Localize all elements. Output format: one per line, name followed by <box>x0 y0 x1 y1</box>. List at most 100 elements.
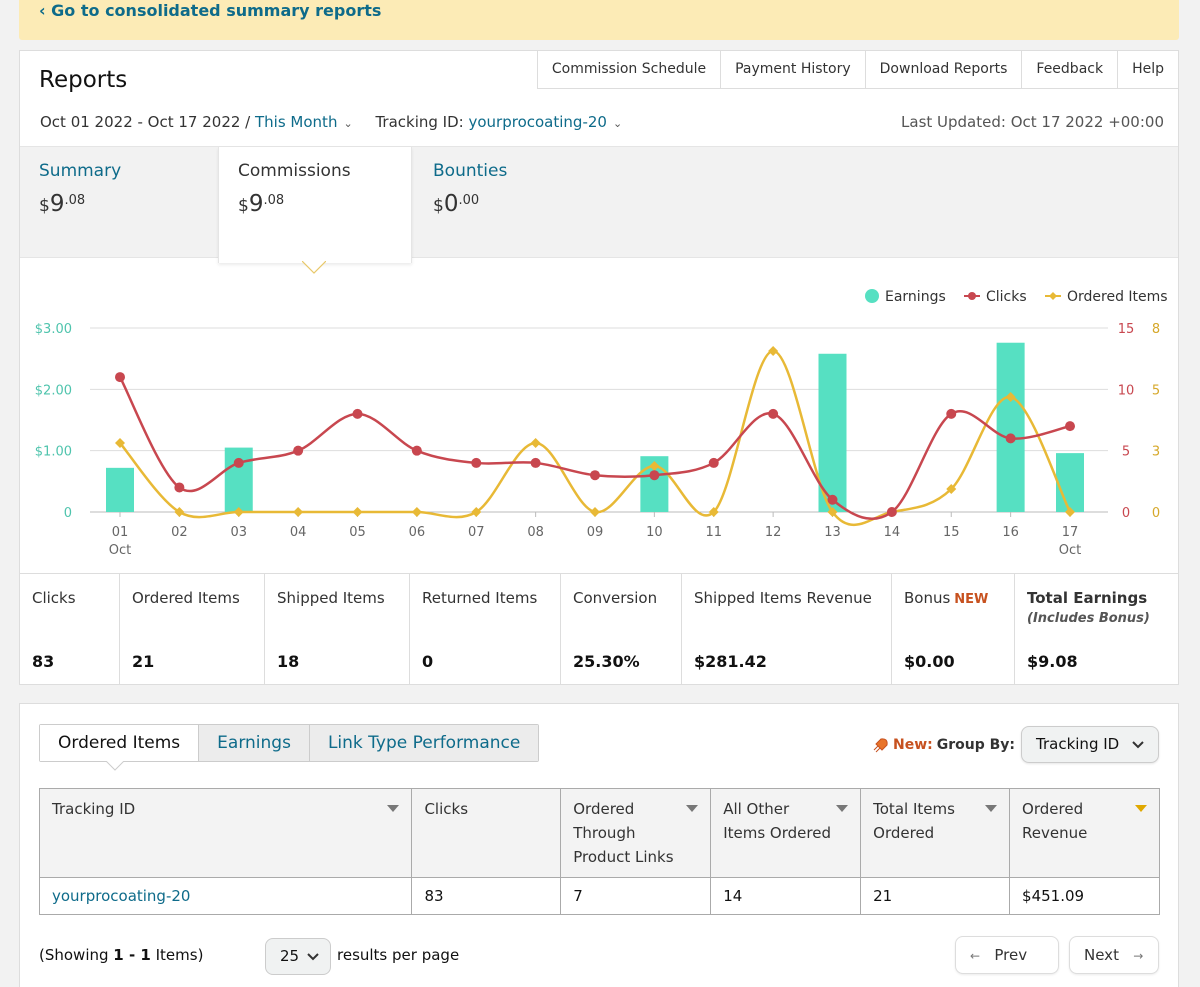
clicks-point <box>768 408 779 419</box>
x-tick-label: 14 <box>884 525 901 540</box>
tab-amount: $9.08 <box>238 191 392 217</box>
help-link[interactable]: Help <box>1117 51 1178 89</box>
tab-bounties[interactable]: Bounties $0.00 <box>414 147 614 259</box>
sort-icon[interactable] <box>686 805 699 812</box>
new-label: New: <box>892 736 933 753</box>
column-label: Total Items Ordered <box>873 800 955 842</box>
earnings-bar <box>996 342 1025 512</box>
tracking-id-selector[interactable]: yourprocoating-20 <box>468 113 607 131</box>
table-header-row: Tracking ID Clicks Ordered Through Produ… <box>38 788 1160 878</box>
sort-icon[interactable] <box>387 805 400 812</box>
download-reports-link[interactable]: Download Reports <box>864 51 1022 89</box>
legend-earnings-label: Earnings <box>885 289 946 305</box>
stat-value: 83 <box>32 652 55 671</box>
y-left-tick-label: $3.00 <box>35 322 72 337</box>
stat-ordered-items: Ordered Items 21 <box>120 574 265 685</box>
sort-icon[interactable] <box>985 805 998 812</box>
new-badge: NEW <box>954 592 989 607</box>
active-tab-caret-icon <box>106 761 124 771</box>
y-right-clicks-tick-label: 0 <box>1122 506 1130 521</box>
chevron-down-icon <box>1132 741 1144 749</box>
clicks-point <box>886 507 897 517</box>
x-tick-label: 02 <box>171 525 188 540</box>
tracking-id-cell[interactable]: yourprocoating-20 <box>38 877 413 915</box>
amount-cents: .08 <box>64 193 86 208</box>
y-left-tick-label: $1.00 <box>35 445 72 460</box>
group-by-select[interactable]: Tracking ID <box>1021 726 1159 763</box>
column-header-total-items[interactable]: Total Items Ordered <box>860 788 1011 878</box>
next-button[interactable]: Next → <box>1069 936 1159 974</box>
stat-value: $281.42 <box>694 652 767 671</box>
y-right-ordered-tick-label: 3 <box>1152 445 1160 460</box>
stat-value: $9.08 <box>1027 652 1078 671</box>
column-label: All Other Items Ordered <box>723 800 831 842</box>
sort-active-icon[interactable] <box>1135 805 1147 812</box>
group-by-label: Group By: <box>936 736 1016 753</box>
ordered-items-point <box>649 461 660 471</box>
column-header-ordered-revenue[interactable]: Ordered Revenue <box>1009 788 1160 878</box>
stat-conversion: Conversion 25.30% <box>561 574 682 685</box>
table-cell: 14 <box>710 877 862 915</box>
tab-link-type-performance[interactable]: Link Type Performance <box>309 725 539 761</box>
stat-label: Shipped Items Revenue <box>694 589 872 607</box>
stat-label: Shipped Items <box>277 589 385 607</box>
table-cell: 83 <box>411 877 562 915</box>
per-page-select[interactable]: 25 <box>265 938 331 975</box>
x-tick-label: 07 <box>468 525 485 540</box>
back-to-consolidated-link[interactable]: ‹ Go to consolidated summary reports <box>39 1 382 20</box>
period-selector[interactable]: This Month <box>255 113 338 131</box>
commission-schedule-link[interactable]: Commission Schedule <box>536 51 721 89</box>
clicks-point <box>530 457 541 468</box>
x-tick-label: 05 <box>349 525 366 540</box>
clicks-point <box>293 445 304 456</box>
stat-sublabel: (Includes Bonus) <box>1027 611 1150 626</box>
tab-label: Summary <box>39 161 122 181</box>
earnings-bar <box>818 353 847 512</box>
y-right-ordered-tick-label: 5 <box>1152 383 1160 398</box>
column-header-other-items[interactable]: All Other Items Ordered <box>710 788 862 878</box>
column-header-tracking-id[interactable]: Tracking ID <box>38 788 413 878</box>
x-tick-label: 08 <box>527 525 544 540</box>
arrow-right-icon: → <box>1133 949 1144 963</box>
sort-icon[interactable] <box>836 805 849 812</box>
pagination: (Showing 1 - 1 Items) 25 results per pag… <box>39 936 1159 976</box>
tab-ordered-items[interactable]: Ordered Items <box>40 725 200 761</box>
reports-card: Reports Commission Schedule Payment Hist… <box>19 50 1179 685</box>
active-tab-caret-icon <box>302 261 326 274</box>
feedback-link[interactable]: Feedback <box>1021 51 1118 89</box>
x-tick-label: 11 <box>705 525 722 540</box>
arrow-left-icon: ← <box>970 949 981 963</box>
tab-summary[interactable]: Summary $9.08 <box>20 147 218 259</box>
amount-whole: 9 <box>248 191 264 217</box>
chevron-down-icon[interactable]: ⌄ <box>343 117 353 130</box>
ordered-items-point <box>768 346 779 356</box>
chevron-down-icon[interactable]: ⌄ <box>612 117 623 130</box>
column-header-ordered-through-links[interactable]: Ordered Through Product Links <box>560 788 712 878</box>
x-tick-sublabel: Oct <box>1059 543 1081 558</box>
tab-earnings[interactable]: Earnings <box>199 725 310 761</box>
amount-cents: .08 <box>263 193 285 208</box>
y-right-ordered-tick-label: 8 <box>1152 322 1160 337</box>
column-label: Ordered Through Product Links <box>573 800 674 866</box>
last-updated: Last Updated: Oct 17 2022 +00:00 <box>901 113 1164 131</box>
tab-label: Bounties <box>433 161 508 181</box>
column-header-clicks[interactable]: Clicks <box>411 788 562 878</box>
clicks-point <box>115 372 125 383</box>
tab-commissions[interactable]: Commissions $9.08 <box>218 147 412 263</box>
payment-history-link[interactable]: Payment History <box>720 51 865 89</box>
tracking-label: Tracking ID: <box>375 113 464 131</box>
currency-symbol: $ <box>39 196 50 216</box>
ordered-items-point <box>1065 507 1075 517</box>
ordered-items-point <box>115 438 125 448</box>
tab-label: Commissions <box>238 161 351 181</box>
prev-button[interactable]: ← Prev <box>955 936 1059 974</box>
ordered-items-point <box>530 438 541 448</box>
y-right-clicks-tick-label: 5 <box>1122 445 1130 460</box>
amount-cents: .00 <box>458 193 480 208</box>
tab-amount: $9.08 <box>39 191 199 217</box>
x-tick-label: 06 <box>409 525 426 540</box>
y-right-clicks-tick-label: 10 <box>1118 383 1135 398</box>
report-table-card: Ordered Items Earnings Link Type Perform… <box>19 703 1179 987</box>
x-tick-label: 12 <box>765 525 782 540</box>
group-by-value: Tracking ID <box>1036 735 1120 753</box>
